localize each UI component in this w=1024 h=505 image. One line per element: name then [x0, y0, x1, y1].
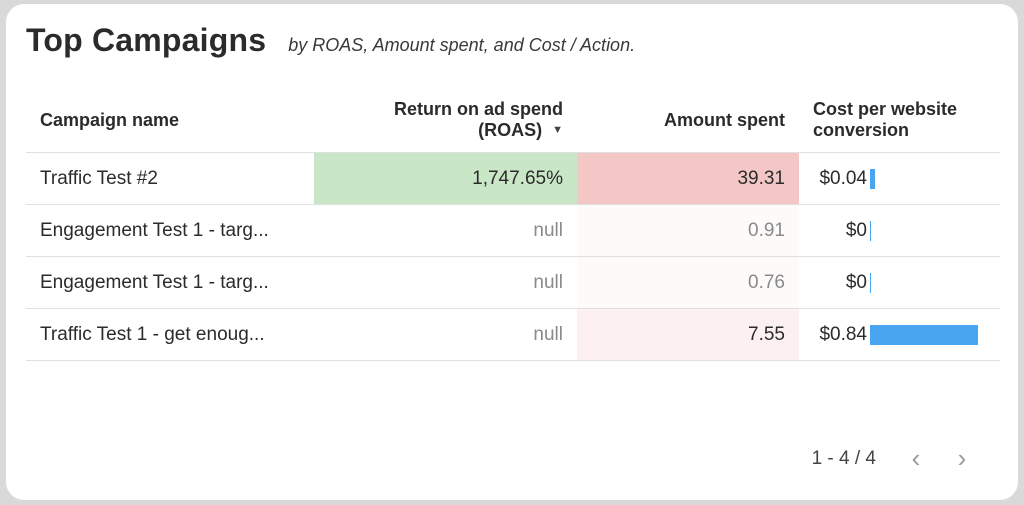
table-header-row: Campaign name Return on ad spend (ROAS) ▼…	[26, 88, 1000, 152]
amount-spent-cell: 7.55	[577, 309, 799, 360]
cost-bar	[870, 220, 871, 241]
chevron-right-icon[interactable]: ›	[957, 443, 967, 473]
campaign-name-cell: Traffic Test #2	[40, 167, 158, 189]
amount-spent-cell: 0.76	[577, 257, 799, 308]
column-header-roas-line2-wrap: (ROAS) ▼	[478, 120, 563, 142]
card-header: Top Campaigns by ROAS, Amount spent, and…	[26, 22, 635, 59]
cost-bar-track	[870, 272, 978, 293]
pagination-range: 1 - 4 / 4	[811, 447, 876, 469]
chevron-left-icon[interactable]: ‹	[911, 443, 921, 473]
cost-value: $0	[845, 271, 867, 293]
column-header-campaign-name[interactable]: Campaign name	[40, 109, 180, 130]
amount-spent-cell: 39.31	[577, 153, 799, 204]
table-body: Traffic Test #2 1,747.65% 39.31 $0.04 En…	[26, 152, 1000, 361]
cost-bar-wrap: $0.04	[813, 168, 978, 190]
pagination: 1 - 4 / 4 ‹ ›	[812, 443, 982, 474]
top-campaigns-card: Top Campaigns by ROAS, Amount spent, and…	[6, 4, 1018, 500]
sort-descending-icon: ▼	[552, 124, 563, 137]
campaign-name-cell: Traffic Test 1 - get enoug...	[40, 323, 265, 345]
campaign-name-cell: Engagement Test 1 - targ...	[40, 271, 269, 293]
cost-bar	[870, 324, 978, 345]
table-row[interactable]: Engagement Test 1 - targ... null 0.76 $0	[26, 257, 1000, 309]
column-header-amount-spent[interactable]: Amount spent	[664, 109, 785, 130]
column-header-cost-per-conversion[interactable]: Cost per website conversion	[799, 99, 1000, 141]
cost-bar-track	[870, 324, 978, 345]
cost-per-conversion-cell: $0.04	[799, 153, 1000, 204]
campaign-name-cell: Engagement Test 1 - targ...	[40, 219, 269, 241]
roas-cell: null	[533, 271, 563, 293]
campaigns-table: Campaign name Return on ad spend (ROAS) ▼…	[26, 88, 1000, 361]
column-header-roas-line1: Return on ad spend	[393, 98, 563, 119]
table-row[interactable]: Traffic Test #2 1,747.65% 39.31 $0.04	[26, 153, 1000, 205]
column-header-roas-line2: (ROAS)	[478, 119, 543, 140]
cost-bar	[870, 168, 876, 189]
cost-value: $0	[845, 219, 867, 241]
card-title: Top Campaigns	[26, 22, 267, 58]
amount-spent-cell: 0.91	[577, 205, 799, 256]
column-header-cost-line2: conversion	[813, 120, 910, 140]
cost-bar-wrap: $0	[813, 220, 978, 242]
roas-cell: null	[533, 219, 563, 241]
cost-per-conversion-cell: $0	[799, 205, 1000, 256]
column-header-cost-line1: Cost per website	[813, 99, 958, 119]
table-row[interactable]: Traffic Test 1 - get enoug... null 7.55 …	[26, 309, 1000, 361]
cost-bar	[870, 272, 871, 293]
roas-cell: 1,747.65%	[314, 153, 577, 204]
cost-bar-wrap: $0	[813, 272, 978, 294]
cost-bar-track	[870, 168, 978, 189]
cost-bar-track	[870, 220, 978, 241]
cost-per-conversion-cell: $0	[799, 257, 1000, 308]
card-subtitle: by ROAS, Amount spent, and Cost / Action…	[288, 35, 636, 55]
roas-cell: null	[533, 323, 563, 345]
cost-value: $0.04	[819, 167, 867, 189]
cost-bar-wrap: $0.84	[813, 324, 978, 346]
cost-per-conversion-cell: $0.84	[799, 309, 1000, 360]
cost-value: $0.84	[819, 323, 867, 345]
column-header-roas[interactable]: Return on ad spend (ROAS) ▼	[314, 99, 577, 142]
table-row[interactable]: Engagement Test 1 - targ... null 0.91 $0	[26, 205, 1000, 257]
